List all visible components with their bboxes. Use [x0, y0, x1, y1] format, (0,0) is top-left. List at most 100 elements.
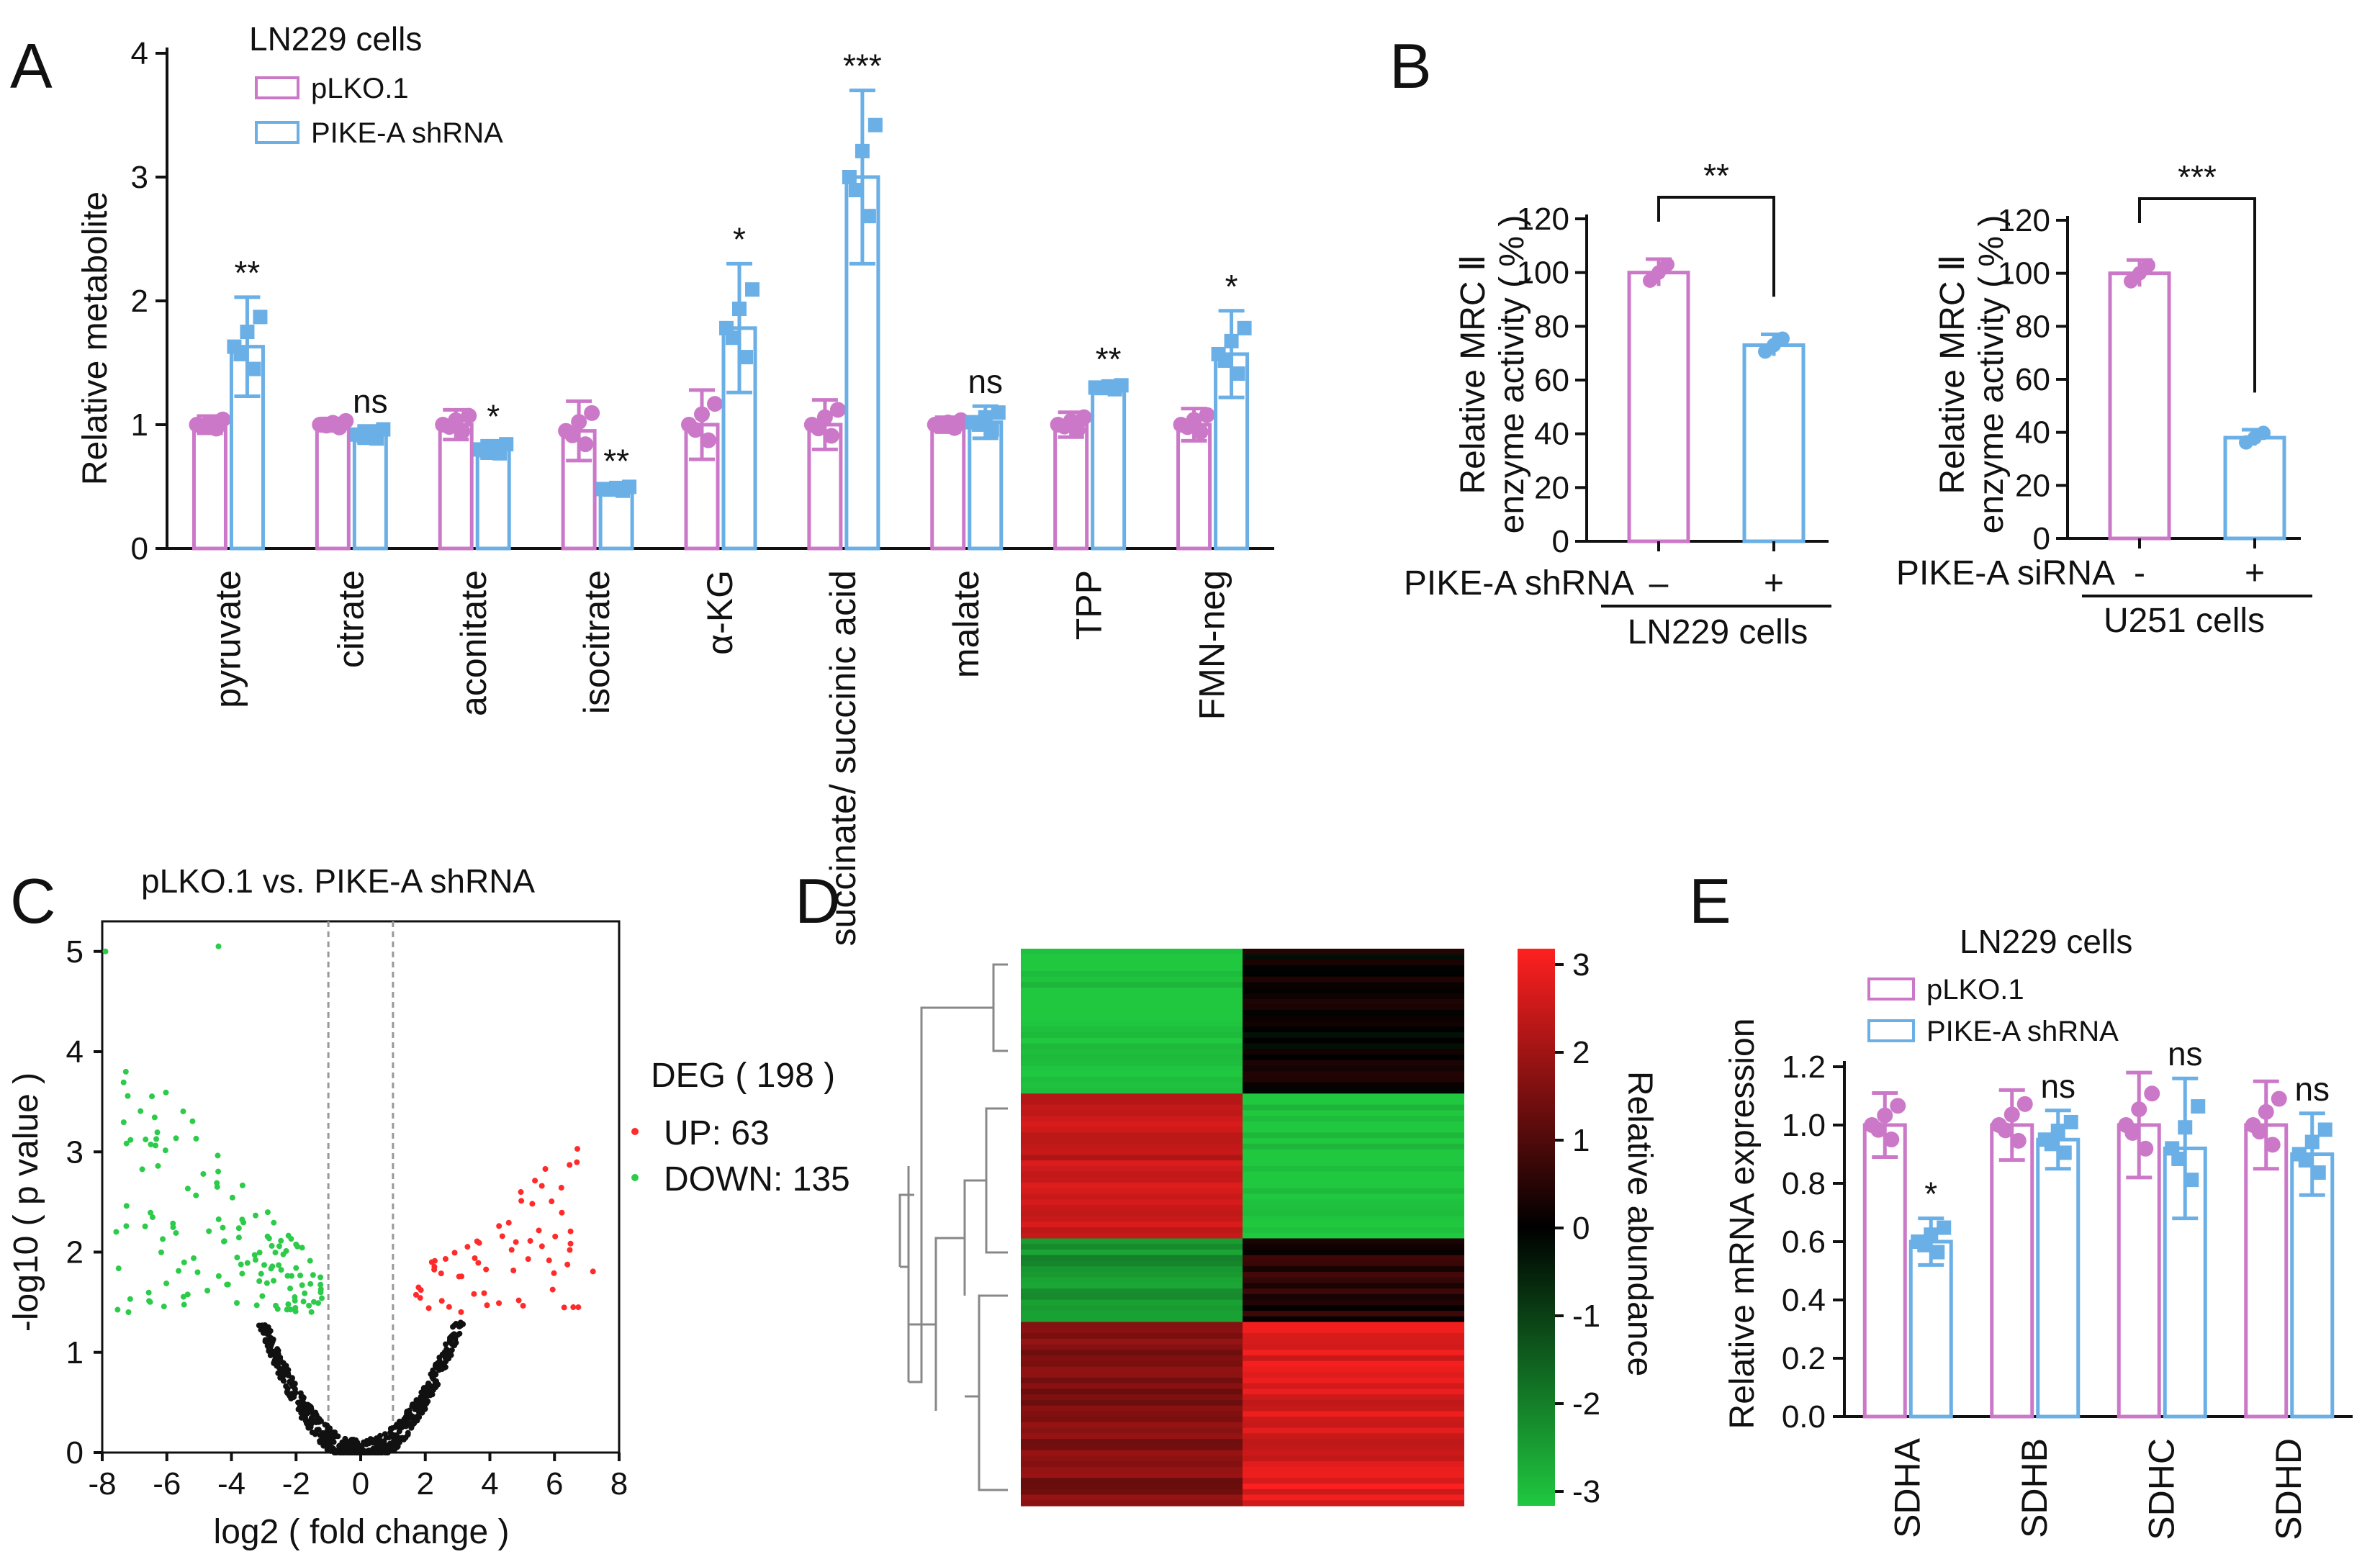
panel-c-point-up [532, 1178, 538, 1184]
panel-c-point-up [483, 1266, 490, 1273]
panel-a-significance-label: *** [843, 48, 882, 85]
panel-c-point-ns [417, 1406, 423, 1413]
panel-c-point-ns [456, 1323, 462, 1329]
panel-a-significance-label: ** [235, 254, 261, 292]
panel-c-point-ns [448, 1352, 454, 1358]
panel-e-y-tick-label: 0.6 [1782, 1224, 1826, 1260]
panel-c-legend-down-marker [631, 1174, 639, 1181]
panel-c-point-down [125, 1309, 132, 1315]
panel-e-point-shrna [2057, 1145, 2072, 1160]
panel-d-heatmap-cell [1021, 998, 1243, 1005]
panel-c-point-down [244, 1260, 251, 1266]
panel-c-point-ns [303, 1420, 310, 1427]
panel-c-point-down [200, 1170, 207, 1177]
panel-a-point-plko [707, 396, 723, 412]
panel-c-point-ns [313, 1419, 320, 1426]
panel-c-point-down [307, 1281, 314, 1287]
panel-d-heatmap-cell [1021, 1132, 1243, 1139]
panel-d-heatmap-cell [1243, 1032, 1464, 1039]
panel-c-point-down [220, 1224, 226, 1231]
panel-d-colorbar [1518, 949, 1555, 1506]
panel-d-heatmap-cell [1021, 1210, 1243, 1217]
panel-d-heatmap-cell [1243, 1383, 1464, 1390]
panel-c-point-ns [283, 1383, 289, 1389]
panel-d-heatmap-cell [1021, 1104, 1243, 1111]
panel-c-point-down [120, 1079, 127, 1085]
panel-d-heatmap-cell [1021, 970, 1243, 977]
panel-e-point-plko [2258, 1103, 2274, 1120]
panel-c-point-up [499, 1233, 505, 1239]
panel-c-legend-up-marker [631, 1128, 639, 1135]
panel-d-heatmap-cell [1021, 1255, 1243, 1262]
panel-c-point-up [464, 1244, 471, 1250]
panel-c-point-down [155, 1162, 161, 1169]
panel-d-heatmap-cell [1243, 1288, 1464, 1295]
panel-c-point-down [153, 1142, 159, 1149]
panel-c-point-ns [280, 1360, 287, 1366]
panel-d-heatmap-cell [1021, 1021, 1243, 1027]
panel-c-point-ns [287, 1392, 294, 1399]
panel-c-point-ns [266, 1329, 272, 1336]
panel-e-bar-plko [1990, 1123, 2034, 1419]
panel-d-heatmap-cell [1021, 1116, 1243, 1122]
panel-c-point-down [180, 1108, 186, 1115]
panel-c-point-ns [268, 1335, 274, 1341]
panel-c-point-down [256, 1278, 263, 1284]
panel-d-heatmap-cell [1243, 1494, 1464, 1501]
panel-c-point-down [193, 1135, 199, 1142]
panel-e-y-axis-title: Relative mRNA expression [1723, 1019, 1762, 1430]
panel-e-point-shrna [2184, 1173, 2199, 1188]
panel-d-heatmap-cell [1021, 1171, 1243, 1178]
panel-d-heatmap-cell [1243, 1193, 1464, 1200]
panel-e-category-label: SDHB [2014, 1438, 2055, 1538]
panel-c-point-ns [377, 1450, 383, 1455]
panel-c-point-ns [405, 1430, 411, 1436]
panel-b2-group-label: U251 cells [2104, 602, 2265, 640]
panel-c-point-up [431, 1263, 438, 1270]
panel-d-heatmap-cell [1021, 1188, 1243, 1195]
panel-a-significance-label: ns [353, 383, 388, 420]
panel-d-heatmap-cell [1021, 1082, 1243, 1089]
panel-c-point-down [123, 1203, 130, 1209]
panel-c-point-up [536, 1227, 542, 1234]
panel-a-bar-plko [438, 423, 474, 551]
panel-e-point-plko [1997, 1122, 2014, 1139]
panel-c-legend-title: DEG ( 198 ) [651, 1057, 835, 1095]
panel-d-heatmap-cell [1243, 1055, 1464, 1061]
panel-c-point-down [253, 1302, 260, 1309]
panel-d-heatmap-cell [1021, 1088, 1243, 1094]
panel-d-heatmap-cell [1243, 1377, 1464, 1384]
panel-c-point-down [263, 1280, 270, 1286]
panel-a-point-plko [461, 407, 477, 424]
panel-d-heatmap-cell [1243, 1478, 1464, 1484]
panel-c-point-down [239, 1182, 245, 1188]
panel-c-point-ns [355, 1442, 361, 1448]
panel-c-point-down [299, 1282, 305, 1288]
panel-a-bar-plko [315, 423, 351, 551]
panel-c-point-ns [436, 1358, 443, 1364]
panel-b2-x-category-label: - [2134, 554, 2145, 592]
panel-d-heatmap-cell [1021, 1026, 1243, 1033]
panel-c-point-ns [339, 1439, 346, 1445]
panel-c-point-down [288, 1236, 294, 1242]
panel-b1-point [1775, 331, 1790, 346]
panel-d-heatmap-cell [1021, 1311, 1243, 1317]
panel-b1-treatment-label: PIKE-A shRNA [1404, 564, 1634, 602]
panel-c-y-tick-label: 1 [66, 1335, 84, 1370]
panel-d-heatmap-cell [1243, 988, 1464, 994]
panel-c-point-ns [393, 1432, 400, 1438]
panel-c-point-up [518, 1189, 524, 1196]
panel-d-heatmap-cell [1243, 1260, 1464, 1267]
panel-e-y-tick-label: 0.8 [1782, 1166, 1826, 1201]
panel-d-heatmap-cell [1021, 1155, 1243, 1161]
panel-d-heatmap-cell [1243, 1350, 1464, 1356]
panel-d-heatmap-cell [1021, 1472, 1243, 1478]
panel-d-heatmap-cell [1021, 1444, 1243, 1451]
panel-d-heatmap-cell [1021, 1355, 1243, 1362]
panel-e-significance-label: ns [2168, 1035, 2203, 1072]
panel-a-y-tick-label: 2 [131, 284, 148, 319]
panel-c-point-down [238, 1261, 244, 1268]
panel-c-point-up [471, 1291, 477, 1297]
panel-a-point-plko [1192, 424, 1209, 441]
panel-c-point-down [307, 1257, 313, 1264]
